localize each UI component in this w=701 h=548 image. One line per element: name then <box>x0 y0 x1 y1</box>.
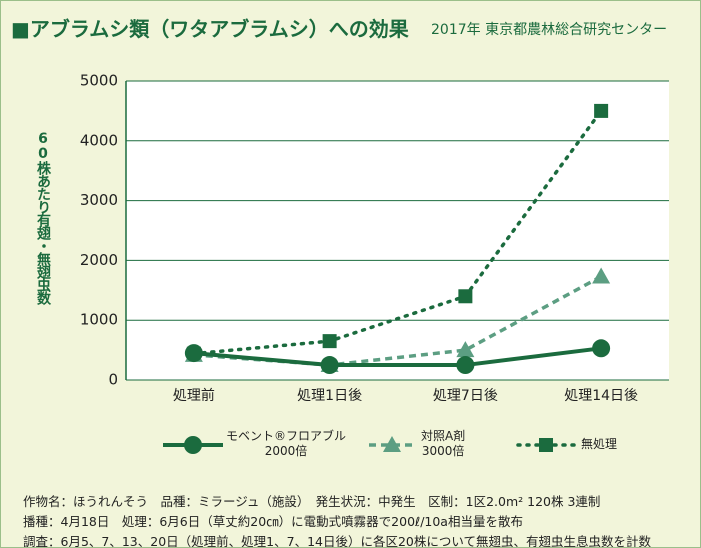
x-tick-label: 処理14日後 <box>564 388 638 404</box>
y-tick-label: 3000 <box>80 191 118 209</box>
data-point <box>592 267 611 284</box>
note: 作物名：ほうれんそう 品種：ミラージュ（施設） 発生状況：中発生 区制：1区2.… <box>23 494 601 509</box>
series-line <box>193 275 602 367</box>
legend-label: 対照A剤 3000倍 <box>421 429 466 458</box>
plot-area <box>126 81 669 380</box>
legend-marker <box>539 438 553 452</box>
y-tick-label: 5000 <box>80 72 118 90</box>
legend-label: モベント®フロアブル 2000倍 <box>226 429 347 458</box>
data-point <box>320 356 339 375</box>
x-tick-label: 処理前 <box>173 387 215 404</box>
y-tick-label: 0 <box>108 371 118 389</box>
data-point <box>456 341 475 358</box>
x-tick-label: 処理7日後 <box>433 388 498 404</box>
data-point <box>456 356 475 375</box>
y-tick-label: 1000 <box>80 311 118 329</box>
legend-label: 無処理 <box>581 437 618 451</box>
y-axis-label: 60株あたり有翅・無翅虫数 <box>35 131 51 304</box>
legend-marker <box>383 436 401 452</box>
y-tick-label: 2000 <box>80 251 118 269</box>
data-point <box>594 103 609 118</box>
x-tick-label: 処理1日後 <box>297 388 362 404</box>
note: 播種：4月18日 処理：6月6日（草丈約20㎝）に電動式噴霧器で200ℓ/10a… <box>23 514 523 529</box>
data-point <box>184 344 203 363</box>
data-point <box>592 339 611 358</box>
chart-title: ■アブラムシ類（ワタアブラムシ）への効果 <box>11 17 409 41</box>
legend-marker <box>184 436 202 454</box>
note: 調査：6月5、7、13、20日（処理前、処理1、7、14日後）に各区20株につい… <box>23 534 652 548</box>
series-line <box>193 346 602 368</box>
y-tick-label: 4000 <box>80 131 118 149</box>
series-line <box>192 109 603 356</box>
subtitle: 2017年 東京都農林総合研究センター <box>431 22 668 38</box>
data-point <box>458 289 473 304</box>
data-point <box>322 334 337 349</box>
